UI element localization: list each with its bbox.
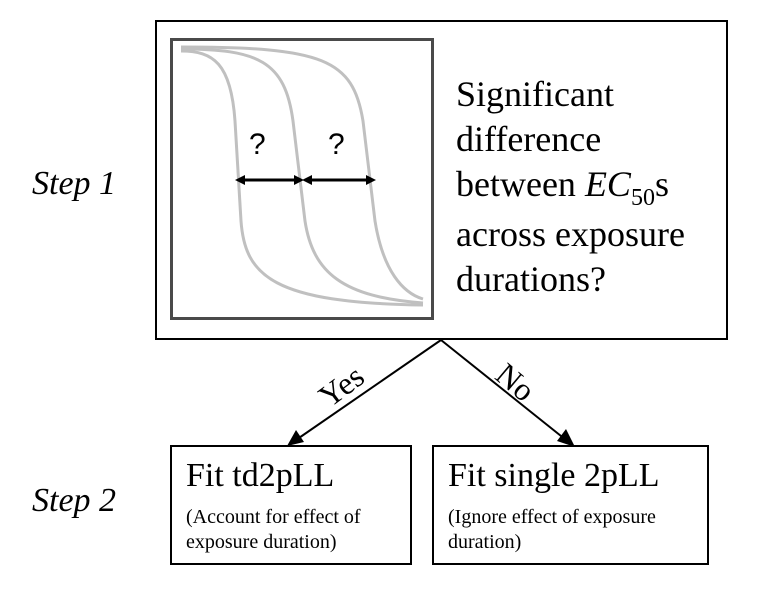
question-between: between	[456, 164, 576, 204]
yes-note-line-1: (Account for effect of	[186, 506, 361, 528]
arrow-to-no	[440, 339, 567, 441]
question-mark-left: ?	[249, 128, 266, 161]
ec-subscript: 50	[630, 185, 655, 211]
arrowhead-right-start	[302, 175, 312, 185]
question-mark-right: ?	[328, 128, 345, 161]
arrowhead-yes	[287, 430, 304, 446]
question-line-3: between EC50s	[456, 162, 724, 212]
yes-outcome-box: Fit td2pLL (Account for effect of exposu…	[170, 445, 412, 565]
ec-plural-s: s	[654, 164, 669, 204]
dose-response-curve-2	[180, 47, 424, 305]
decision-question: Significant difference between EC50s acr…	[456, 72, 724, 302]
question-line-1: Significant	[456, 74, 614, 114]
arrowhead-left-end	[294, 175, 304, 185]
ec-symbol: EC	[584, 164, 631, 204]
dose-response-curve-3	[180, 45, 424, 301]
yes-outcome-title: Fit td2pLL	[186, 457, 335, 494]
yes-outcome-note: (Account for effect of exposure duration…	[186, 505, 361, 555]
yes-note-line-2: exposure duration)	[186, 531, 337, 553]
no-note-line-1: (Ignore effect of exposure	[448, 506, 656, 528]
arrowhead-right-end	[366, 175, 376, 185]
arrowhead-no	[557, 429, 575, 447]
question-line-2: difference	[456, 119, 602, 159]
no-outcome-note: (Ignore effect of exposure duration)	[448, 505, 656, 555]
no-note-line-2: duration)	[448, 531, 522, 553]
dose-response-curve-1	[180, 49, 424, 307]
question-line-5: durations?	[456, 259, 606, 299]
no-outcome-box: Fit single 2pLL (Ignore effect of exposu…	[432, 445, 709, 565]
step-2-label: Step 2	[32, 482, 117, 519]
step-1-label: Step 1	[32, 165, 117, 202]
dose-response-curves	[180, 45, 424, 307]
no-outcome-title: Fit single 2pLL	[448, 457, 660, 494]
arrowhead-left-start	[235, 175, 245, 185]
question-line-4: across exposure	[456, 214, 685, 254]
arrow-to-yes	[295, 339, 442, 441]
dose-response-plot	[170, 38, 434, 320]
